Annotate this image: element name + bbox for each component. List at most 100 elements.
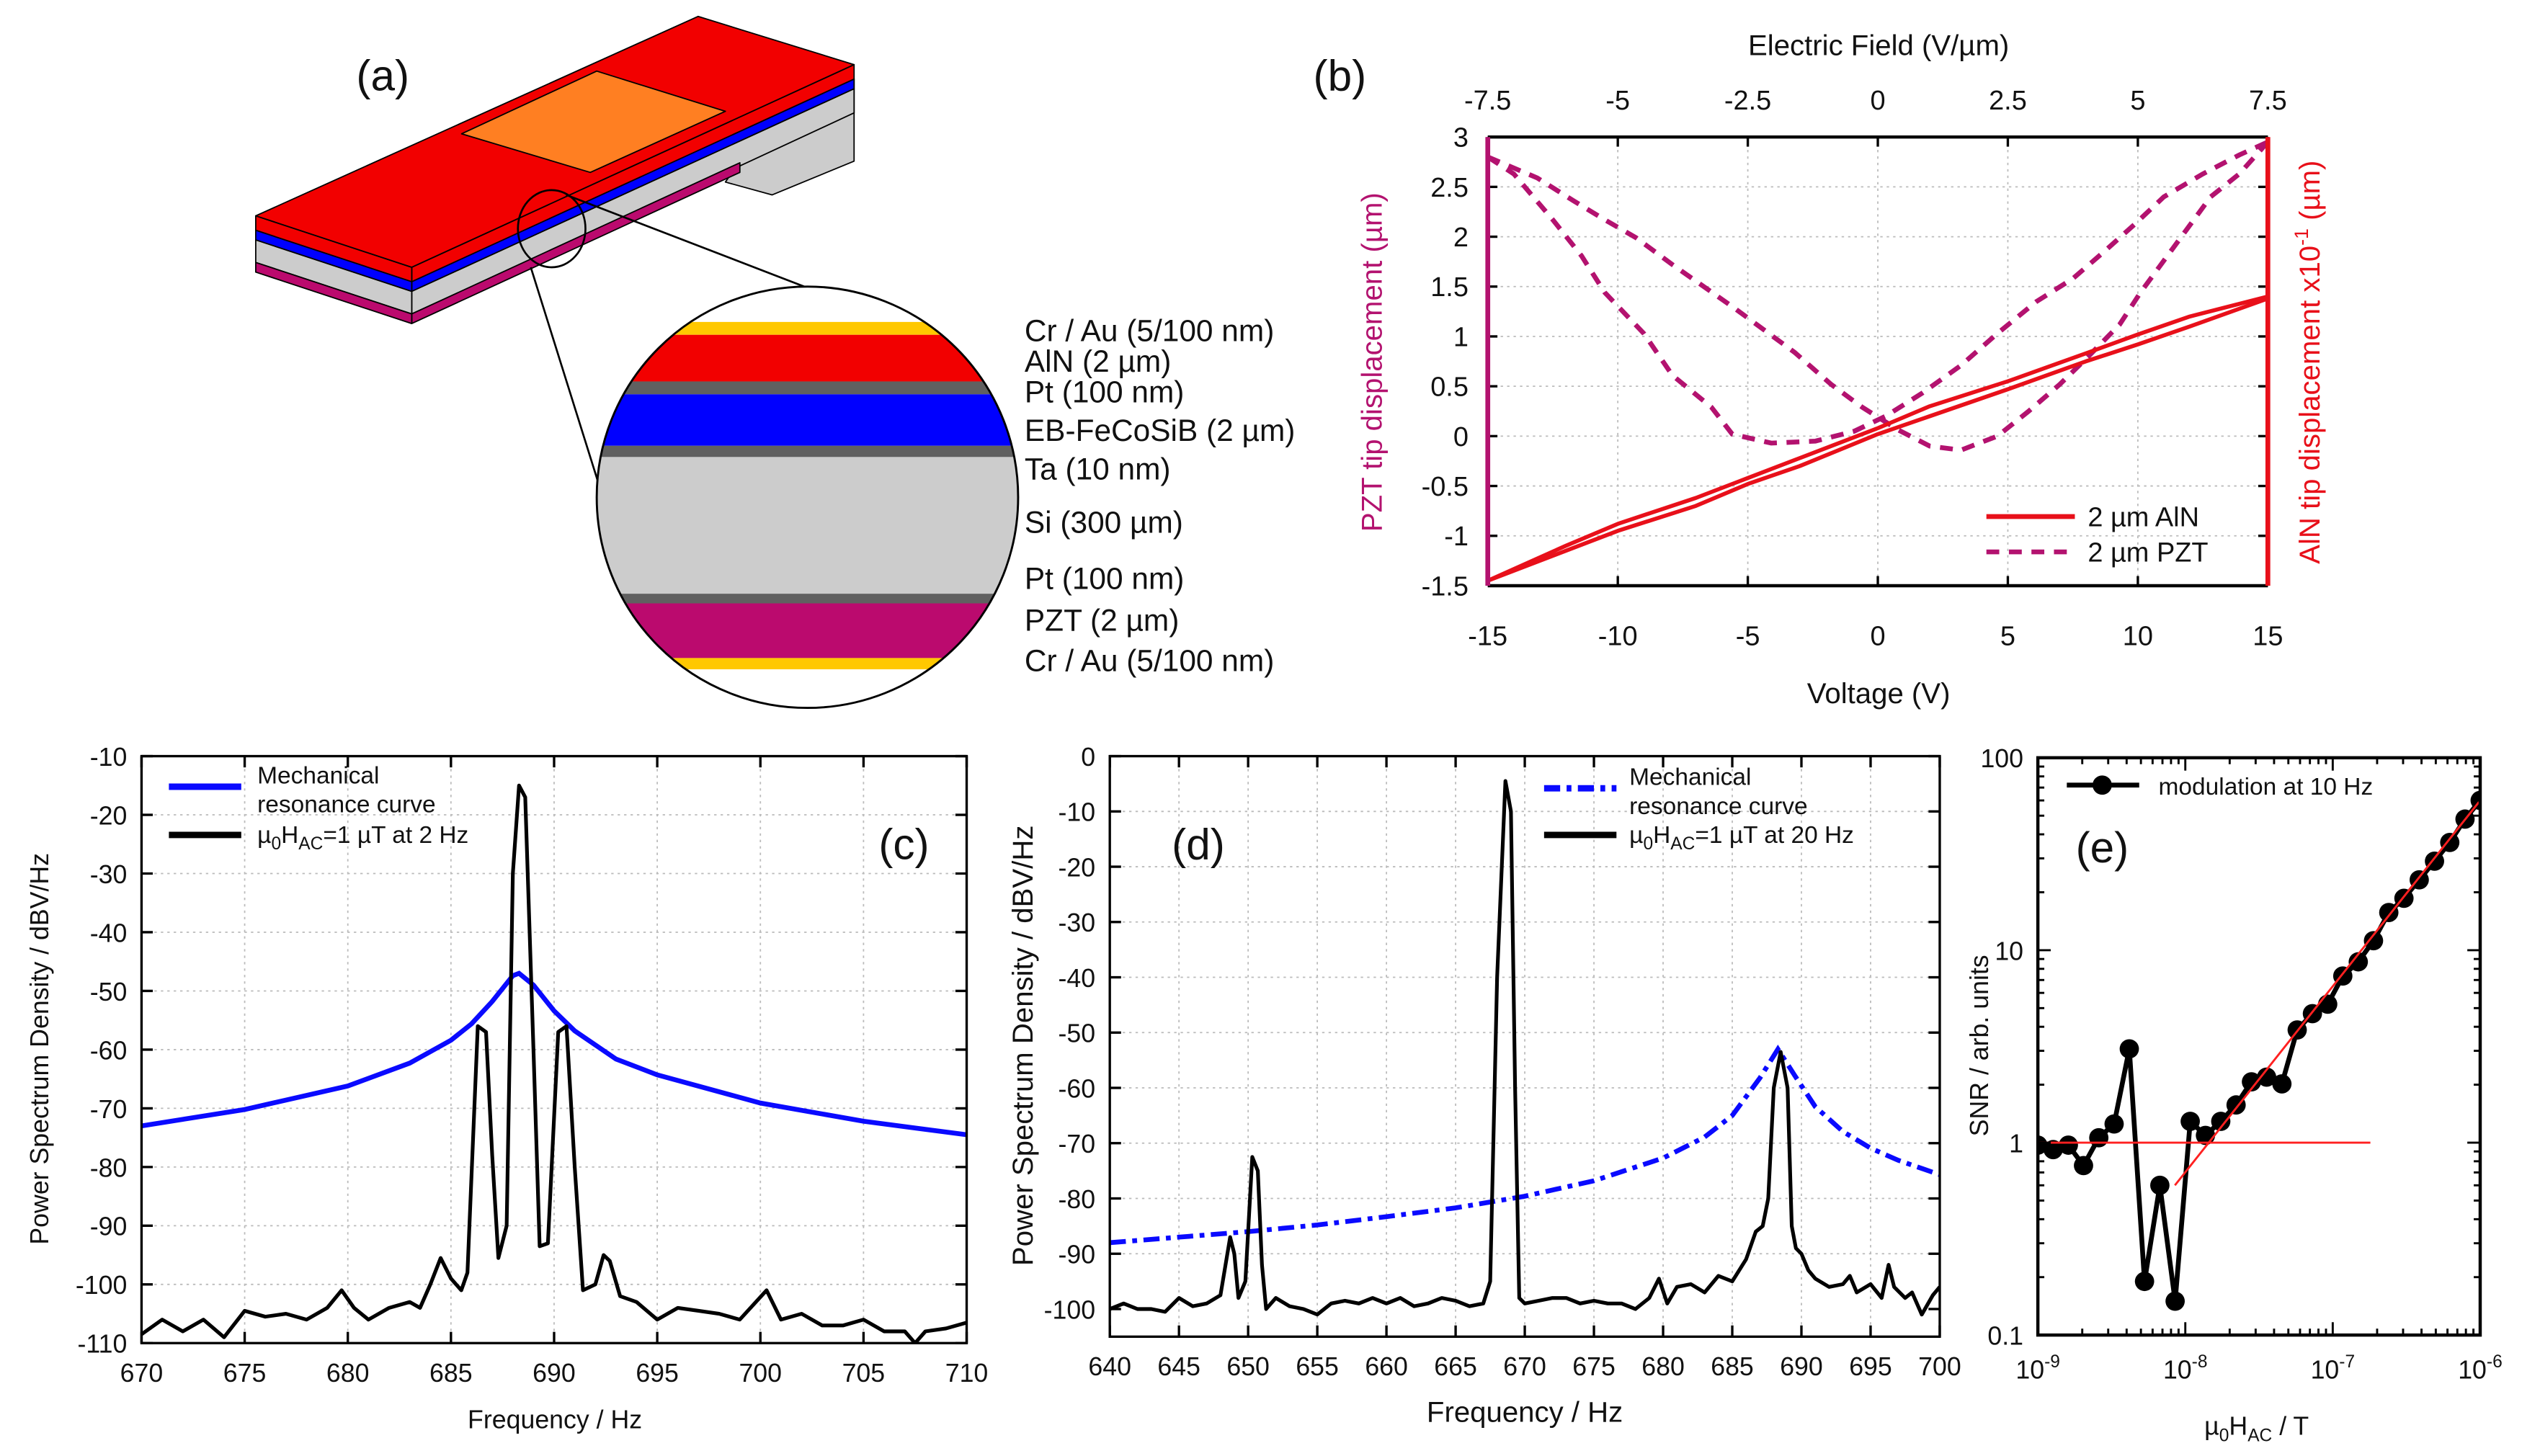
snr-data-point xyxy=(2363,931,2384,951)
y-axis-label-left: PZT tip displacement (µm) xyxy=(1355,192,1388,532)
x-tick-label: 5 xyxy=(2000,622,2015,652)
legend-label: 2 µm PZT xyxy=(2087,537,2208,568)
layer-cr-au-top xyxy=(597,321,1018,335)
plot-area xyxy=(2038,790,2480,1311)
x-tick-label: 10 xyxy=(2123,622,2153,652)
x-tick-label: 10-9 xyxy=(2015,1352,2060,1385)
legend-label: µ0HAC=1 µT at 2 Hz xyxy=(257,822,468,854)
layer-aln xyxy=(597,334,1018,382)
layer-label: Ta (10 nm) xyxy=(1025,452,1171,486)
layer-pzt xyxy=(597,603,1018,658)
x-tick-label: 645 xyxy=(1157,1352,1200,1381)
snr-data-point xyxy=(2257,1067,2276,1087)
y-tick-label: 3 xyxy=(1453,123,1469,153)
front-pzt xyxy=(255,262,413,325)
x-tick-label: 660 xyxy=(1365,1352,1408,1381)
x-tick-label: 700 xyxy=(739,1359,782,1388)
spectrum-line xyxy=(1110,779,1940,1317)
y-tick-label: -40 xyxy=(1058,964,1095,993)
snr-data-point xyxy=(2043,1140,2063,1160)
x2-tick-label: -7.5 xyxy=(1464,86,1511,116)
legend-label: modulation at 10 Hz xyxy=(2159,774,2374,800)
y-tick-label: -50 xyxy=(90,978,128,1006)
panel-a-label: (a) xyxy=(356,50,409,99)
snr-data-point xyxy=(2089,1127,2109,1148)
x-tick-label: 675 xyxy=(1572,1352,1616,1381)
legend-label: resonance curve xyxy=(257,792,435,818)
x-tick-label: 685 xyxy=(1711,1352,1754,1381)
y-tick-label: -80 xyxy=(1058,1185,1095,1214)
plot-frame xyxy=(2036,756,2482,1337)
y-tick-label: -40 xyxy=(90,919,128,947)
x-tick-label: 655 xyxy=(1296,1352,1339,1381)
y-tick-label: 0 xyxy=(1453,422,1469,452)
snr-data-point xyxy=(2074,1156,2093,1176)
x-tick-label: 640 xyxy=(1088,1352,1131,1381)
y-tick-label: 1 xyxy=(1453,322,1469,352)
y-tick-label: -1.5 xyxy=(1422,571,1469,602)
y-tick-label: -70 xyxy=(90,1095,128,1124)
x-tick-label: 710 xyxy=(945,1359,989,1388)
y-tick-label: -70 xyxy=(1058,1130,1095,1158)
y-tick-label: 10 xyxy=(1995,937,2023,965)
snr-data-point xyxy=(2379,903,2399,922)
snr-data-point xyxy=(2440,832,2460,852)
plot-area xyxy=(1110,779,1940,1317)
x-axis-label: Frequency / Hz xyxy=(468,1406,642,1434)
y-tick-label: 0.5 xyxy=(1430,372,1469,403)
layer-stack-magnified xyxy=(597,286,1018,708)
y-tick-label: -110 xyxy=(78,1330,128,1359)
x-tick-label: 695 xyxy=(636,1359,679,1388)
snr-data-point xyxy=(2348,952,2369,972)
x-tick-label: 690 xyxy=(1780,1352,1823,1381)
y-tick-label: -20 xyxy=(1058,853,1095,882)
snr-data-point xyxy=(2150,1175,2170,1195)
x-tick-label: 685 xyxy=(429,1359,473,1388)
layer-label: Cr / Au (5/100 nm) xyxy=(1025,314,1274,348)
y-tick-label: 2 xyxy=(1453,223,1469,253)
y-tick-label: -20 xyxy=(90,801,128,830)
y-tick-label: -10 xyxy=(1058,798,1095,827)
y-tick-label: 0 xyxy=(1081,743,1095,772)
snr-data-point xyxy=(2165,1291,2185,1311)
grid xyxy=(141,756,967,1344)
aln-displacement-line xyxy=(1487,296,2268,583)
layer-label: Si (300 µm) xyxy=(1025,505,1183,539)
snr-data-point xyxy=(2211,1112,2231,1131)
y-tick-label: -60 xyxy=(1058,1074,1095,1103)
plot-area xyxy=(141,783,967,1344)
legend-label: 2 µm AlN xyxy=(2087,502,2199,532)
cantilever-3d xyxy=(255,15,855,325)
snr-data-point xyxy=(2317,994,2338,1014)
x-tick-label: 690 xyxy=(533,1359,576,1388)
snr-data-point xyxy=(2242,1072,2261,1092)
layer-pt-top xyxy=(597,381,1018,395)
grid xyxy=(1487,137,2268,586)
y-tick-label: -90 xyxy=(1058,1241,1095,1269)
legend-label: µ0HAC=1 µT at 20 Hz xyxy=(1629,822,1854,854)
y-tick-label: 2.5 xyxy=(1430,173,1469,203)
x2-tick-label: 0 xyxy=(1870,86,1885,116)
x2-tick-label: -5 xyxy=(1605,86,1630,116)
y-tick-label: -30 xyxy=(90,860,128,889)
panel-d-chart: 640 645 650 655 660 665 670 675 680 685 690 695 700 -… xyxy=(1007,743,1961,1429)
x-tick-label: -15 xyxy=(1468,622,1507,652)
panel-a-diagram: (a) xyxy=(255,15,1295,710)
panel-b-label: (b) xyxy=(1314,50,1367,99)
y-tick-label: -1 xyxy=(1444,522,1469,552)
panel-c-label: (c) xyxy=(878,819,929,868)
layer-label: Pt (100 nm) xyxy=(1025,561,1185,595)
zoom-connector-line xyxy=(566,194,805,288)
snr-data-point xyxy=(2059,1135,2078,1155)
x2-tick-label: 2.5 xyxy=(1989,86,2027,116)
legend: Mechanical resonance curve µ0HAC=1 µT at… xyxy=(1543,764,1854,854)
panel-c-chart: 670 675 680 685 690 695 700 705 710 -110 -100 -90 -8… xyxy=(25,743,988,1434)
layer-ta xyxy=(597,445,1018,457)
aln-displacement-line xyxy=(1487,294,2268,583)
x-tick-label: 675 xyxy=(223,1359,267,1388)
y-tick-label: -60 xyxy=(90,1036,128,1065)
y-tick-label: 1 xyxy=(2009,1129,2023,1158)
x-tick-label: 665 xyxy=(1434,1352,1477,1381)
